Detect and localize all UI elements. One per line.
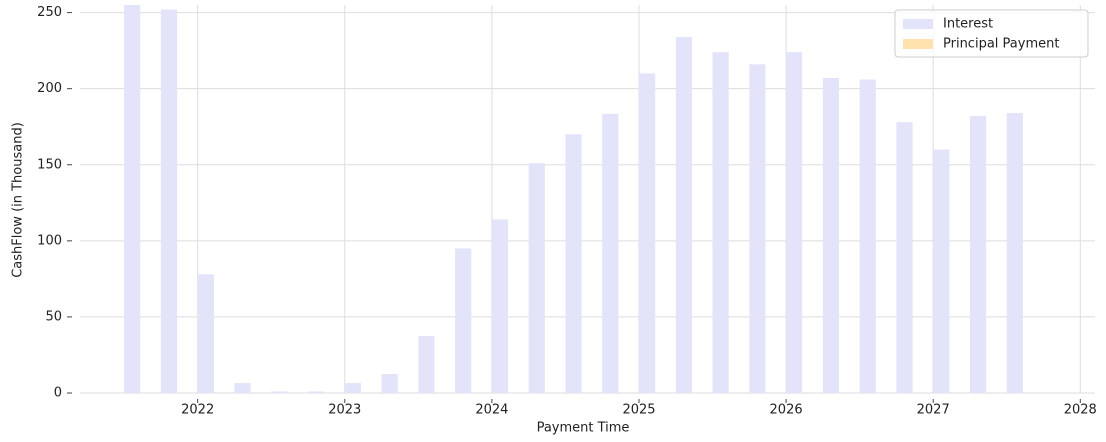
x-tick-label: 2025 (622, 403, 655, 418)
bar (896, 122, 913, 394)
bar (455, 248, 472, 393)
legend-swatch (903, 19, 933, 29)
legend-swatch (903, 39, 933, 49)
bar (308, 391, 325, 393)
x-tick-label: 2027 (917, 403, 950, 418)
bar (381, 373, 398, 393)
legend-box (894, 9, 1089, 58)
bar (602, 113, 619, 393)
y-axis-label: CashFlow (in Thousand) (11, 122, 26, 278)
y-tick-label: 250 (37, 5, 62, 20)
x-tick-label: 2026 (770, 403, 803, 418)
bar (786, 52, 803, 393)
legend-label: Principal Payment (943, 37, 1059, 52)
x-tick-label: 2024 (475, 403, 508, 418)
bar (528, 163, 545, 393)
bar (749, 64, 766, 393)
bar (859, 79, 876, 394)
bar (712, 52, 729, 393)
bar (271, 391, 288, 393)
bar (675, 36, 692, 393)
bar (197, 274, 214, 393)
bar (1006, 113, 1023, 393)
bar (491, 219, 509, 393)
x-tick-label: 2028 (1064, 403, 1097, 418)
x-tick-label: 2023 (328, 403, 361, 418)
y-tick-label: 150 (37, 157, 62, 172)
bar (124, 5, 141, 393)
y-tick-label: 200 (37, 81, 62, 96)
y-tick-label: 0 (54, 386, 62, 401)
bar (160, 9, 178, 394)
x-axis-label: Payment Time (537, 421, 630, 436)
x-tick-label: 2022 (181, 403, 214, 418)
bar (638, 73, 656, 394)
bar (344, 383, 361, 393)
y-tick-label: 100 (37, 233, 62, 248)
legend-label: Interest (943, 17, 993, 32)
bar (418, 335, 435, 393)
bar (822, 78, 840, 394)
bar (234, 383, 251, 393)
bar (933, 149, 950, 393)
bar (565, 134, 582, 394)
bar (969, 116, 987, 393)
y-tick-label: 50 (45, 309, 62, 324)
